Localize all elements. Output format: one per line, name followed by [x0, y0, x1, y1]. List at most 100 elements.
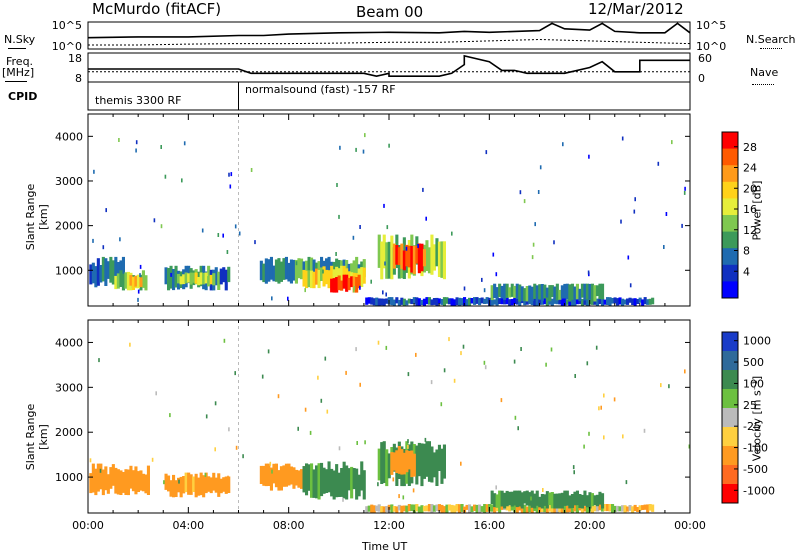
- power-echo-cell: [555, 283, 559, 301]
- velocity-echo-cell: [518, 504, 522, 511]
- power-echo-region: [177, 272, 216, 286]
- power-speckle: [228, 172, 230, 177]
- power-echo-cell: [320, 267, 324, 281]
- power-echo-region: [392, 243, 426, 275]
- velocity-echo-cell: [641, 505, 645, 510]
- velocity-echo-cell: [312, 469, 316, 498]
- power-echo-cell: [417, 243, 421, 274]
- velocity-echo-cell: [558, 493, 562, 509]
- power-echo-cell: [555, 297, 559, 305]
- velocity-echo-cell: [495, 494, 499, 508]
- nsky-tick-bottom: 10^0: [52, 40, 82, 53]
- velocity-echo-cell: [540, 506, 544, 512]
- velocity-colorbar-tick-label: -500: [743, 463, 768, 476]
- velocity-echo-cell: [350, 466, 354, 499]
- power-echo-cell: [468, 297, 472, 306]
- power-speckle: [425, 216, 427, 221]
- power-echo-cell: [588, 283, 592, 300]
- velocity-ytick-label: 3000: [55, 381, 83, 394]
- power-echo-cell: [593, 285, 597, 302]
- velocity-speckle: [214, 447, 216, 452]
- power-echo-cell: [523, 288, 527, 302]
- power-echo-cell: [460, 298, 464, 306]
- power-echo-cell: [490, 298, 494, 306]
- power-echo-cell: [382, 298, 386, 306]
- power-echo-cell: [272, 265, 276, 282]
- nsky-panel-frame: [87, 21, 691, 50]
- power-echo-cell: [435, 238, 439, 267]
- power-speckle: [663, 245, 665, 249]
- power-colorbar-segment: [722, 248, 738, 266]
- power-echo-cell: [315, 268, 319, 285]
- velocity-speckle: [309, 430, 312, 435]
- power-echo-cell: [312, 259, 316, 277]
- velocity-echo-cell: [442, 444, 446, 479]
- velocity-echo-cell: [545, 491, 549, 509]
- velocity-echo-cell: [367, 505, 371, 512]
- power-speckle: [271, 296, 273, 301]
- power-echo-cell: [568, 284, 572, 302]
- power-echo-cell: [177, 273, 181, 284]
- velocity-echo-cell: [217, 473, 221, 497]
- power-colorbar-segment: [722, 165, 738, 183]
- power-echo-cell: [580, 298, 584, 306]
- power-speckle: [451, 231, 453, 236]
- power-echo-cell: [207, 276, 211, 286]
- power-echo-cell: [603, 299, 607, 305]
- velocity-speckle: [625, 480, 628, 485]
- x-tick-label: 04:00: [172, 519, 204, 532]
- power-echo-cell: [222, 267, 226, 283]
- power-echo-cell: [515, 283, 519, 299]
- velocity-colorbar-tick-label: 500: [743, 356, 764, 369]
- velocity-echo-cell: [590, 505, 594, 513]
- power-echo-cell: [636, 299, 640, 304]
- power-echo-cell: [116, 273, 120, 289]
- velocity-echo-cell: [435, 504, 439, 512]
- velocity-echo-cell: [616, 505, 620, 512]
- power-echo-cell: [550, 298, 554, 306]
- cpid-panel-frame: [87, 81, 691, 111]
- velocity-echo-cell: [545, 504, 549, 513]
- velocity-echo-cell: [330, 468, 334, 497]
- power-echo-cell: [618, 297, 622, 305]
- velocity-echo-cell: [192, 476, 196, 492]
- velocity-speckle: [355, 347, 357, 352]
- velocity-speckle: [178, 479, 180, 484]
- velocity-echo-cell: [510, 504, 514, 511]
- power-echo-cell: [638, 297, 642, 303]
- velocity-echo-cell: [194, 473, 198, 498]
- velocity-echo-cell: [402, 505, 406, 512]
- velocity-colorbar-tick-label: 100: [743, 377, 764, 390]
- power-echo-cell: [179, 276, 183, 285]
- velocity-speckle: [583, 444, 585, 449]
- power-speckle: [359, 225, 361, 229]
- power-echo-cell: [217, 271, 221, 290]
- power-echo-cell: [643, 297, 647, 305]
- velocity-echo-cell: [262, 465, 266, 486]
- velocity-echo-cell: [593, 495, 597, 506]
- velocity-speckle: [545, 362, 547, 367]
- velocity-speckle: [483, 360, 486, 365]
- power-echo-cell: [430, 234, 434, 275]
- velocity-echo-cell: [305, 463, 309, 496]
- power-echo-cell: [493, 283, 497, 299]
- velocity-speckle: [484, 365, 487, 370]
- power-echo-cell: [204, 272, 208, 284]
- power-echo-cell: [583, 298, 587, 305]
- power-speckle: [634, 197, 636, 202]
- power-echo-cell: [430, 299, 434, 306]
- nave-tick-bottom: 0: [698, 72, 705, 85]
- power-echo-cell: [144, 275, 148, 291]
- velocity-echo-region: [390, 446, 416, 478]
- power-speckle: [93, 169, 95, 174]
- velocity-echo-cell: [520, 505, 524, 513]
- velocity-echo-cell: [114, 467, 118, 494]
- power-echo-cell: [289, 259, 293, 284]
- velocity-speckle: [155, 391, 157, 396]
- power-echo-cell: [490, 285, 494, 301]
- power-echo-cell: [420, 299, 424, 305]
- velocity-echo-cell: [508, 505, 512, 512]
- velocity-echo-cell: [169, 480, 173, 497]
- power-echo-cell: [274, 259, 278, 282]
- velocity-echo-cell: [548, 504, 552, 512]
